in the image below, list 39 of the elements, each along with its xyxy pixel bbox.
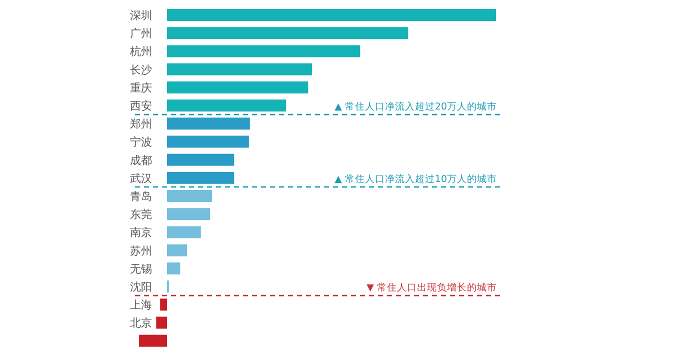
bar [167,63,312,76]
y-tick-label: 无锡 [130,262,152,276]
y-tick-label: 东莞 [130,208,152,222]
bar [167,45,360,58]
bar [167,172,234,184]
y-tick-label: 西安 [130,100,152,112]
y-tick-label: 宁波 [130,136,152,149]
bar [167,81,308,94]
ref-line-label: ▲ 常住人口净流入超过10万人的城市 [334,172,497,185]
y-tick-label: 长沙 [130,63,152,76]
bar [167,244,188,256]
y-tick-label: 郑州 [130,118,152,131]
y-tick-label: 上海 [130,298,152,312]
y-tick-label: 青岛 [130,190,152,203]
y-tick-label: 沈阳 [130,280,152,294]
y-tick-label: 成都 [130,154,152,167]
bar [167,262,180,274]
bar [167,9,496,21]
bar [160,298,167,311]
bar [167,190,212,202]
bar [156,316,167,329]
bar [167,100,286,112]
y-tick-label: 武汉 [130,172,152,185]
y-tick-label: 北京 [130,316,152,330]
y-tick-label: 南京 [130,226,152,240]
bar [167,27,408,40]
bar [167,154,234,166]
bar [167,226,201,238]
bar [167,136,249,148]
ref-line-label: ▲ 常住人口净流入超过20万人的城市 [334,100,497,113]
ref-line-label: ▼ 常住人口出现负增长的城市 [366,282,497,294]
bar [167,208,210,220]
bar [139,334,167,347]
bar [167,118,250,130]
y-tick-label: 杭州 [129,45,152,58]
y-tick-label: 深圳 [130,9,152,22]
y-tick-label: 苏州 [130,244,152,258]
y-tick-label: 重庆 [130,81,152,94]
y-tick-label: 广州 [130,27,152,40]
